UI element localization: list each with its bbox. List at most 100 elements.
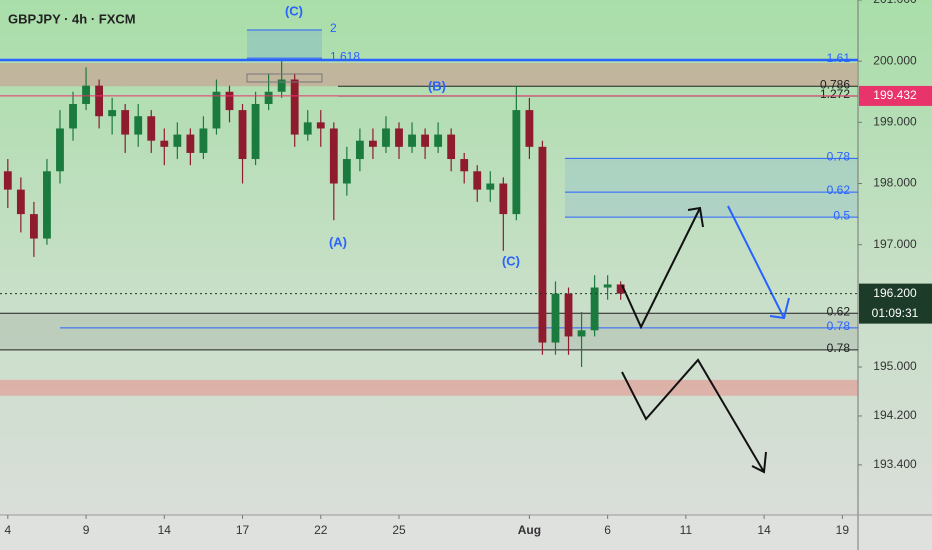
candle-body bbox=[121, 110, 130, 135]
zone bbox=[565, 158, 858, 218]
candle-body bbox=[460, 159, 469, 172]
zone bbox=[0, 313, 858, 350]
zone bbox=[0, 63, 858, 87]
fib-label: 2 bbox=[330, 21, 337, 35]
wave-label: (B) bbox=[428, 78, 446, 93]
x-tick-label: 4 bbox=[4, 523, 11, 537]
candle-body bbox=[251, 103, 260, 160]
candle-body bbox=[16, 189, 25, 215]
candle-body bbox=[421, 134, 429, 147]
arrow-head bbox=[687, 206, 704, 228]
zone bbox=[0, 379, 858, 396]
projection-arrow bbox=[621, 207, 701, 330]
candle-body bbox=[525, 110, 534, 147]
candle-body bbox=[316, 122, 325, 129]
candle-body bbox=[603, 284, 612, 288]
candle-body bbox=[277, 79, 286, 92]
candle-body bbox=[577, 330, 586, 337]
candle-body bbox=[95, 85, 104, 117]
x-tick-label: 25 bbox=[392, 523, 406, 537]
wave-label: (C) bbox=[285, 3, 303, 18]
chart-title: GBPJPY · 4h · FXCM bbox=[8, 11, 136, 26]
y-tick-label: 197.000 bbox=[873, 237, 917, 251]
candle-body bbox=[238, 110, 247, 160]
candle-body bbox=[499, 183, 508, 215]
x-tick-label: Aug bbox=[518, 523, 541, 537]
x-tick-label: 11 bbox=[680, 523, 693, 537]
candle-body bbox=[82, 85, 90, 104]
time-axis-bg bbox=[0, 515, 932, 550]
y-tick-label: 194.200 bbox=[873, 408, 917, 422]
price-tag bbox=[859, 283, 932, 324]
arrow-head bbox=[769, 297, 790, 320]
candle-body bbox=[173, 134, 182, 147]
fib-label: 0.78 bbox=[827, 319, 851, 333]
y-tick-label: 193.400 bbox=[873, 457, 917, 471]
fib-label: 0.786 bbox=[820, 77, 850, 91]
candle-body bbox=[616, 284, 625, 294]
zone bbox=[247, 29, 322, 59]
fib-label: 0.5 bbox=[833, 208, 850, 222]
candle-body bbox=[486, 183, 495, 190]
candle-body bbox=[264, 91, 273, 104]
candle-body bbox=[369, 140, 377, 147]
wave-label: (C) bbox=[502, 253, 520, 268]
candle-body bbox=[329, 128, 338, 184]
y-tick-label: 201.000 bbox=[873, 0, 917, 6]
fib-label: 1.272 bbox=[820, 87, 850, 101]
candle-body bbox=[382, 128, 390, 147]
candle-body bbox=[225, 91, 234, 111]
candle-body bbox=[564, 293, 573, 337]
candle-body bbox=[551, 293, 560, 343]
fib-label: 0.78 bbox=[827, 341, 851, 355]
projection-arrow bbox=[621, 358, 765, 473]
x-tick-label: 6 bbox=[604, 523, 611, 537]
x-tick-label: 9 bbox=[83, 523, 90, 537]
candle-body bbox=[108, 110, 117, 117]
candle-body bbox=[160, 140, 169, 147]
x-tick-label: 14 bbox=[158, 523, 172, 537]
price-tag-label: 199.432 bbox=[873, 88, 917, 102]
y-tick-label: 195.000 bbox=[873, 359, 917, 373]
wave-label: (A) bbox=[329, 234, 347, 249]
candle-body bbox=[290, 79, 299, 135]
fib-label: 0.62 bbox=[827, 304, 851, 318]
candle-body bbox=[473, 171, 482, 190]
arrow-head bbox=[751, 451, 767, 474]
x-tick-label: 19 bbox=[836, 523, 850, 537]
plot: 21.618 1.610.7861.2720.780.620.50.620.780… bbox=[0, 21, 858, 396]
x-tick-label: 22 bbox=[314, 523, 328, 537]
fib-label: 0.62 bbox=[827, 183, 851, 197]
candle-body bbox=[538, 146, 547, 343]
candle-body bbox=[3, 171, 12, 190]
price-tag bbox=[859, 85, 932, 106]
price-tag-label: 196.200 bbox=[873, 286, 917, 300]
price-tag-timer: 01:09:31 bbox=[872, 306, 919, 320]
candle-body bbox=[512, 110, 521, 215]
candle-body bbox=[43, 171, 51, 239]
candle-body bbox=[590, 287, 599, 331]
candle-body bbox=[434, 134, 443, 147]
fib-label: 1.61 bbox=[827, 51, 851, 65]
y-tick-label: 200.000 bbox=[873, 53, 917, 67]
x-tick-label: 17 bbox=[236, 523, 250, 537]
candle-body bbox=[355, 140, 364, 160]
candle-body bbox=[408, 134, 416, 147]
projection-arrow bbox=[727, 205, 785, 319]
fib-label: 0.78 bbox=[827, 150, 851, 164]
candle-body bbox=[199, 128, 208, 153]
candle-body bbox=[56, 128, 64, 172]
candle-body bbox=[395, 128, 403, 147]
y-tick-label: 199.000 bbox=[873, 115, 917, 129]
y-tick-label: 198.000 bbox=[873, 176, 917, 190]
candle-body bbox=[69, 103, 77, 129]
marker-box bbox=[246, 73, 323, 83]
candle-body bbox=[303, 122, 312, 135]
candle-body bbox=[342, 159, 351, 184]
candle-body bbox=[447, 134, 456, 160]
candle-body bbox=[147, 116, 156, 141]
candle-body bbox=[29, 214, 38, 239]
